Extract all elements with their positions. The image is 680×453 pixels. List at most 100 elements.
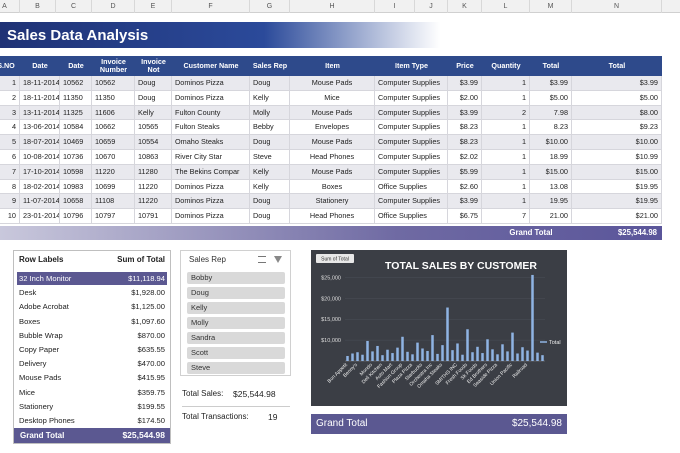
table-cell: Kelly [250,90,290,106]
table-cell: Dominos Pizza [172,194,250,210]
table-cell: 10469 [60,135,92,150]
table-cell: 7.98 [530,105,572,121]
table-cell: 4 [0,120,20,136]
table-cell: 1 [482,164,530,180]
table-cell: Kelly [135,105,172,121]
bar [401,336,404,361]
table-cell: Dominos Pizza [172,76,250,91]
pivot-label: 32 Inch Monitor [19,274,72,283]
bar [426,350,429,361]
table-header: Total [542,61,560,70]
table-cell: $3.99 [448,194,482,210]
table-header: Quantity [491,61,521,70]
table-row [0,179,662,195]
table-cell: Mouse Pads [290,76,375,91]
table-cell: Doug [135,76,172,91]
table-cell: 1 [482,90,530,106]
slicer-item[interactable]: Steve [187,362,285,374]
chart-total-label: Grand Total [316,418,368,429]
table-header: Item Type [394,61,429,70]
table-cell: Computer Supplies [375,76,448,91]
pivot-value: $1,125.00 [131,302,165,312]
slicer-item[interactable]: Molly [187,317,285,329]
field-button-label[interactable]: Sum of Total [321,257,349,263]
table-cell: $15.00 [530,164,572,180]
kpi-label: Total Sales: [182,389,224,398]
table-cell: 10565 [135,120,172,136]
bar [421,348,424,361]
table-row [0,90,662,106]
table-cell: 1 [482,194,530,210]
slicer-item[interactable]: Doug [187,287,285,299]
pivot-highlight [17,272,167,285]
table-cell: 10797 [92,209,135,224]
table-cell: Computer Supplies [375,90,448,106]
kpi-value: $25,544.98 [233,389,276,399]
bar [536,352,539,361]
slicer-filter-icon[interactable] [274,256,282,263]
chart-title: TOTAL SALES BY CUSTOMER [385,260,537,272]
slicer-item[interactable]: Sandra [187,332,285,344]
slicer-item[interactable]: Kelly [187,302,285,314]
table-cell: Kelly [250,179,290,195]
table-cell: Omaho Steaks [172,135,250,150]
bar [366,340,369,361]
slicer-item[interactable]: Bobby [187,272,285,284]
table-cell: Doug [250,209,290,224]
table-cell: $8.23 [448,120,482,136]
chart-total-value: $25,544.98 [511,418,562,429]
table-cell: $10.99 [572,150,662,165]
table-cell: 1 [482,179,530,195]
kpi-value: 19 [268,412,278,422]
table-cell: Office Supplies [375,209,448,224]
pivot-label: Boxes [19,316,41,326]
table-cell: Computer Supplies [375,135,448,150]
grand-total-value: $25,544.98 [617,228,657,237]
grand-total-label: Grand Total [509,228,553,237]
table-cell: 11280 [135,164,172,180]
pivot-value: $1,097.60 [131,316,165,326]
table-cell: Office Supplies [375,179,448,195]
table-cell: 11108 [92,194,135,210]
bar [461,354,464,361]
table-cell: Fulton County [172,105,250,121]
table-cell: 18.99 [530,150,572,165]
pivot-label: Desk [19,288,37,298]
table-cell: Mouse Pads [290,105,375,121]
table-cell: $19.95 [572,194,662,210]
bar [471,352,474,361]
field-button[interactable] [316,254,354,263]
table-cell: 10562 [60,76,92,91]
table-row [0,105,662,121]
table-cell: 10699 [92,179,135,195]
table-header-band [0,56,662,76]
table-cell: 1 [482,76,530,91]
table-cell: 11220 [92,164,135,180]
bar [386,349,389,361]
pivot-value: $1,928.00 [131,288,165,298]
y-tick-label: $10,000 [321,338,341,344]
table-cell: 18-11-2014 [20,90,60,106]
table-cell: 21.00 [530,209,572,224]
table-cell: Kelly [250,164,290,180]
table-cell: 8 [0,179,20,195]
table-cell: 10554 [135,135,172,150]
table-cell: Computer Supplies [375,194,448,210]
table-cell: 18-07-2014 [20,135,60,150]
table-cell: 1 [0,76,20,91]
table-row [0,120,662,136]
table-row [0,209,662,224]
bar [456,343,459,361]
table-cell: 5 [0,135,20,150]
column-letter: K [448,0,482,13]
slicer-item[interactable]: Scott [187,347,285,359]
table-row [0,150,662,165]
bar [531,274,534,361]
column-letter: C [56,0,92,13]
table-header: S.NO [0,61,15,70]
pivot-value: $635.55 [137,345,165,354]
table-cell: 10 [0,209,20,224]
column-letter: E [135,0,172,13]
table-cell: Mouse Pads [290,135,375,150]
legend-label: Total [549,340,561,346]
